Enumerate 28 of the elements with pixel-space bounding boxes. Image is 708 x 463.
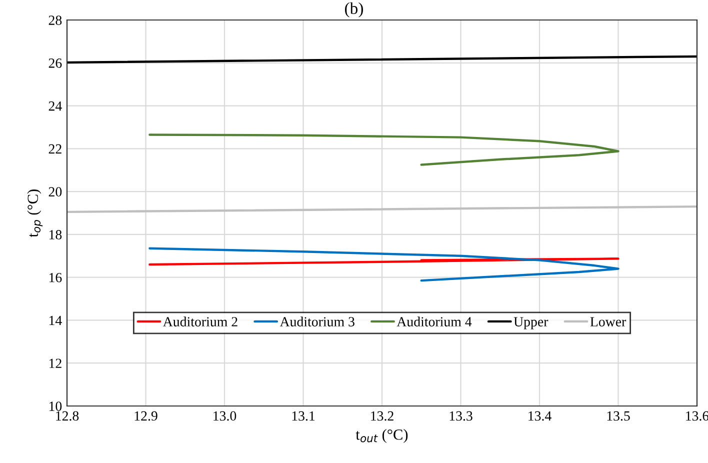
legend-label: Lower (590, 317, 626, 326)
line-series (148, 247, 620, 282)
y-tick-label: 16 (49, 272, 62, 282)
y-tick-label: 24 (48, 101, 62, 111)
legend-label: Upper (514, 317, 548, 330)
x-tick-label: 12.8 (56, 411, 79, 421)
legend-label: Auditorium 2 (162, 316, 238, 326)
x-tick-label: 13.0 (214, 411, 236, 421)
x-tick-label: 13.4 (528, 411, 552, 421)
x-tick-label: 13.2 (371, 411, 394, 421)
x-tick-label: 13.1 (292, 411, 315, 421)
x-tick-label: 13.5 (607, 411, 630, 421)
y-tick-label: 18 (49, 230, 62, 240)
y-tick-label: 10 (49, 402, 62, 411)
y-tick-label: 12 (49, 358, 62, 368)
x-axis-title: t$_{out}$ (°C) (356, 429, 408, 443)
x-tick-label: 12.9 (134, 411, 158, 421)
chart-title: (b) (345, 2, 363, 18)
y-tick-label: 22 (48, 144, 62, 154)
x-tick-label: 13.3 (450, 411, 472, 421)
y-tick-label: 20 (48, 187, 62, 197)
legend-label: Auditorium 4 (396, 316, 472, 326)
legend-label: Auditorium 3 (280, 316, 354, 326)
y-tick-label: 14 (49, 316, 62, 326)
line-series (148, 134, 620, 166)
y-tick-label: 26 (48, 58, 62, 68)
y-axis-title: t$_{op}$ (°C) (27, 190, 43, 238)
y-tick-label: 28 (48, 16, 62, 25)
